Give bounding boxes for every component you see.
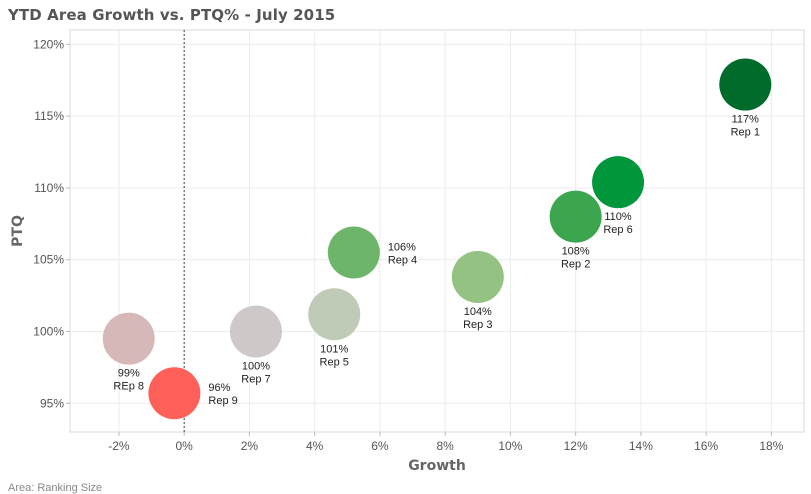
bubble-value-label: 101%	[320, 343, 348, 355]
x-tick-label: 2%	[241, 439, 259, 453]
y-tick-label: 100%	[33, 325, 64, 339]
bubble-value-label: 100%	[242, 361, 270, 373]
bubble-name-label: Rep 7	[241, 374, 270, 386]
bubble-value-label: 108%	[562, 246, 590, 258]
bubble-rep-5[interactable]	[308, 288, 361, 341]
bubble-rep-7[interactable]	[229, 305, 282, 358]
bubble-name-label: Rep 1	[731, 127, 760, 139]
x-tick-label: 12%	[564, 439, 588, 453]
bubble-value-label: 104%	[464, 306, 492, 318]
x-tick-label: 4%	[306, 439, 324, 453]
bubble-name-label: Rep 5	[320, 356, 349, 368]
x-tick-label: 18%	[759, 439, 783, 453]
bubble-value-label: 96%	[208, 382, 230, 394]
y-axis-title: PTQ	[10, 215, 26, 247]
bubble-name-label: Rep 2	[561, 259, 590, 271]
x-tick-label: 16%	[694, 439, 718, 453]
x-tick-label: 10%	[498, 439, 522, 453]
bubble-rep-1[interactable]	[719, 58, 772, 111]
y-tick-label: 105%	[33, 253, 64, 267]
bubble-name-label: Rep 3	[463, 319, 492, 331]
bubble-rep-2[interactable]	[549, 190, 602, 243]
x-axis-title: Growth	[408, 458, 466, 474]
y-axis-ticks: 95% 100% 105% 110% 115% 120%	[33, 37, 70, 410]
bubble-name-label: Rep 4	[388, 255, 417, 267]
x-tick-label: 0%	[176, 439, 194, 453]
bubbles	[102, 58, 772, 420]
bubble-rep-8[interactable]	[102, 312, 155, 365]
footer-note: Area: Ranking Size	[8, 482, 103, 494]
y-tick-label: 95%	[40, 396, 64, 410]
bubble-rep-3[interactable]	[451, 250, 504, 303]
bubble-labels: 117%Rep 1 110%Rep 6 108%Rep 2 106%Rep 4 104%…	[113, 114, 760, 408]
bubble-name-label: REp 8	[113, 381, 144, 393]
y-tick-label: 110%	[34, 181, 64, 195]
bubble-rep-6[interactable]	[592, 156, 645, 209]
x-tick-label: 14%	[629, 439, 653, 453]
x-tick-label: -2%	[108, 439, 130, 453]
bubble-value-label: 99%	[118, 368, 140, 380]
x-tick-label: 6%	[371, 439, 389, 453]
bubble-rep-9[interactable]	[148, 367, 201, 420]
bubble-rep-4[interactable]	[327, 226, 380, 279]
x-axis-ticks: -2% 0% 2% 4% 6% 8% 10% 12% 14% 16% 18%	[108, 432, 784, 453]
y-tick-label: 115%	[34, 109, 64, 123]
bubble-value-label: 117%	[732, 114, 760, 126]
bubble-value-label: 106%	[388, 242, 416, 254]
bubble-name-label: Rep 6	[603, 224, 632, 236]
bubble-value-label: 110%	[604, 211, 632, 223]
chart-title: YTD Area Growth vs. PTQ% - July 2015	[8, 6, 336, 24]
y-tick-label: 120%	[33, 37, 64, 51]
plot-area	[69, 29, 805, 433]
bubble-name-label: Rep 9	[208, 395, 237, 407]
x-tick-label: 8%	[436, 439, 454, 453]
